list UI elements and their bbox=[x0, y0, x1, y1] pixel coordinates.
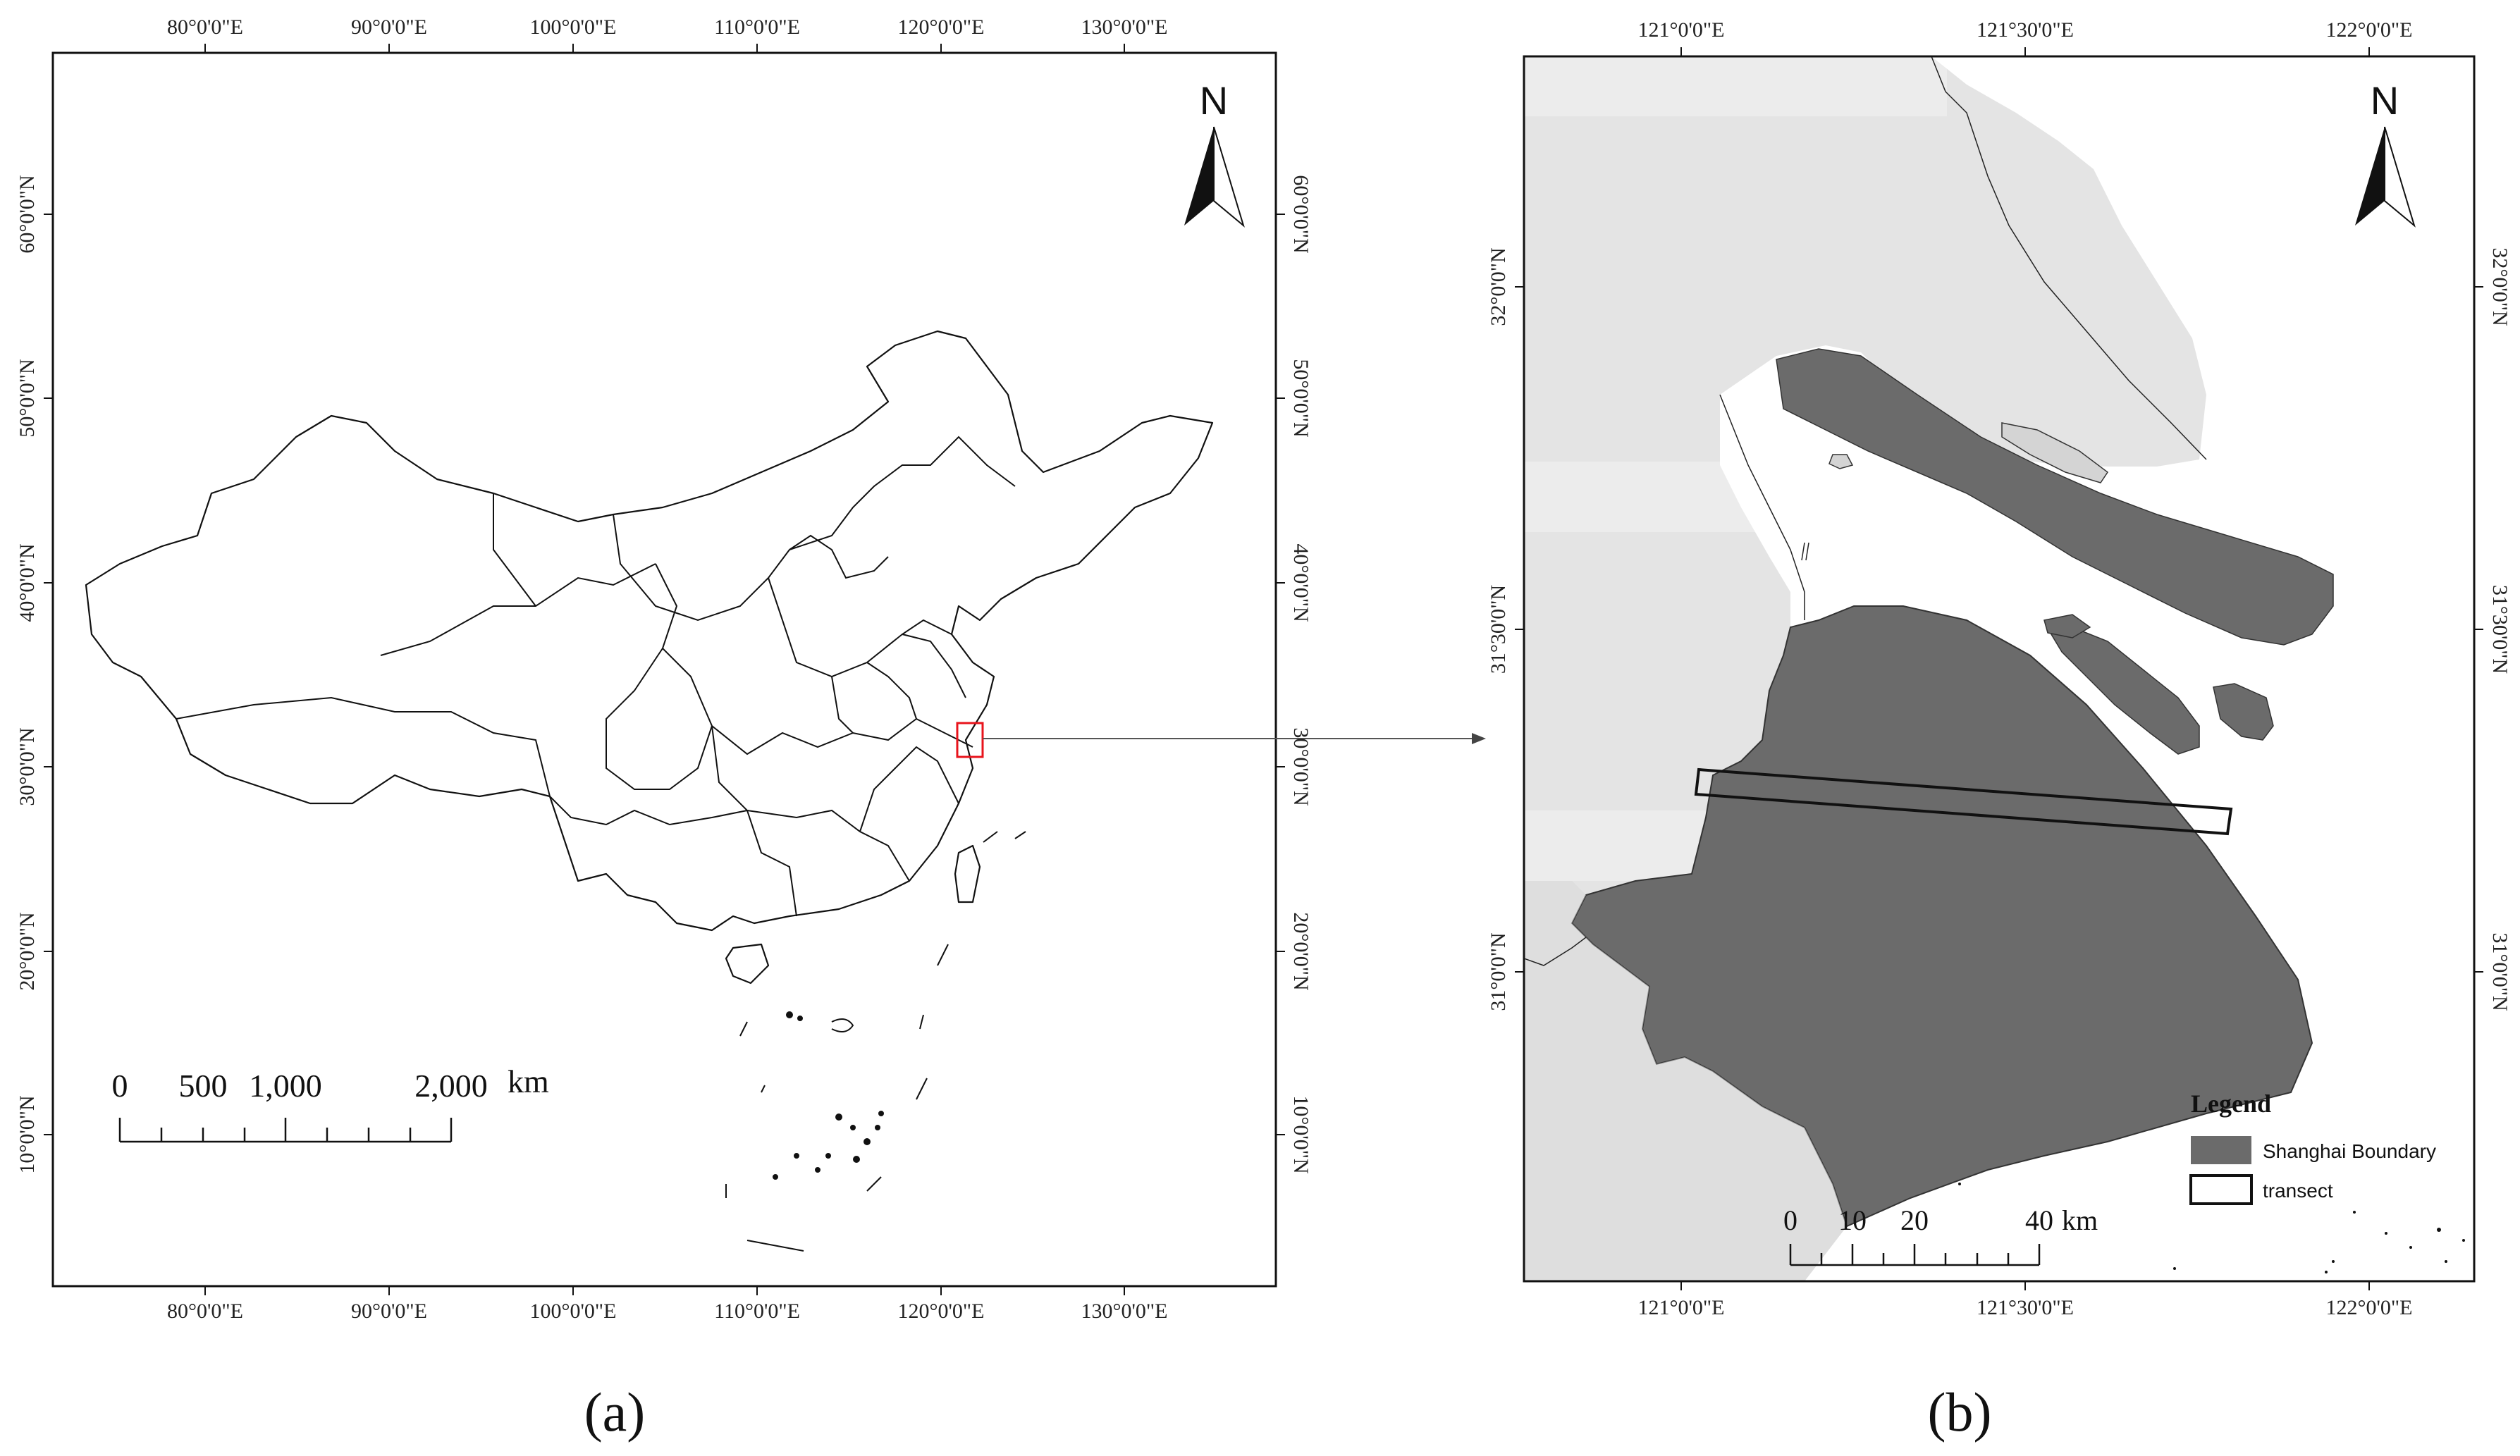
shoal-island-2 bbox=[1828, 454, 1854, 469]
lon-bottom-130e: 130°0'0"E bbox=[1081, 1300, 1168, 1323]
panel-b-frame-ticks bbox=[1515, 47, 2483, 1290]
north-label-a: N bbox=[1200, 78, 1228, 123]
scale-a-label-500: 500 bbox=[179, 1068, 228, 1104]
scale-bar-b: 0 10 20 40 km bbox=[1783, 1204, 2098, 1266]
panel-a-caption: (a) bbox=[584, 1381, 646, 1443]
lon-bottom-110e: 110°0'0"E bbox=[714, 1300, 800, 1323]
lat-right-31n: 31°0'0"N bbox=[2488, 932, 2512, 1011]
hengsha-island bbox=[2213, 683, 2274, 741]
lat-left-32n: 32°0'0"N bbox=[1487, 247, 1510, 326]
panel-b-lon-labels: 121°0'0"E 121°30'0"E 122°0'0"E 121°0'0"E… bbox=[1638, 18, 2413, 1319]
lon-top-110e: 110°0'0"E bbox=[714, 16, 800, 39]
study-area-highlight bbox=[956, 722, 984, 758]
scale-a-label-0: 0 bbox=[112, 1068, 128, 1104]
lat-left-40n: 40°0'0"N bbox=[16, 543, 39, 622]
coastline-details bbox=[1524, 56, 2207, 966]
lat-left-60n: 60°0'0"N bbox=[16, 175, 39, 253]
lat-left-10n: 10°0'0"N bbox=[16, 1095, 39, 1173]
panel-b-caption: (b) bbox=[1928, 1381, 1992, 1443]
shoal-island bbox=[2001, 422, 2109, 483]
taiwan-island bbox=[954, 844, 981, 903]
small-islet bbox=[2043, 614, 2091, 638]
scale-b-unit: km bbox=[2062, 1204, 2098, 1236]
lon-bottom-122e: 122°0'0"E bbox=[2326, 1296, 2413, 1319]
chongming-island bbox=[1776, 348, 2334, 646]
lon-top-122e: 122°0'0"E bbox=[2326, 18, 2413, 42]
lat-right-30n: 30°0'0"N bbox=[1289, 727, 1313, 806]
china-outline bbox=[85, 330, 1214, 932]
islets-lower-right bbox=[1958, 1183, 2465, 1273]
panel-a-lon-labels: 80°0'0"E 90°0'0"E 100°0'0"E 110°0'0"E 12… bbox=[167, 16, 1167, 1323]
lon-bottom-121-30e: 121°30'0"E bbox=[1977, 1296, 2074, 1319]
lon-top-121-30e: 121°30'0"E bbox=[1977, 18, 2074, 42]
lon-top-100e: 100°0'0"E bbox=[530, 16, 617, 39]
panel-b-map: N Legend Shanghai Boundary transect 0 10 bbox=[1487, 18, 2512, 1443]
scale-a-unit: km bbox=[508, 1063, 549, 1099]
lat-left-31n: 31°0'0"N bbox=[1487, 932, 1510, 1011]
scale-a-label-2000: 2,000 bbox=[414, 1068, 488, 1104]
scale-a-label-1000: 1,000 bbox=[249, 1068, 322, 1104]
lat-left-50n: 50°0'0"N bbox=[16, 359, 39, 437]
panel-a-lat-labels: 10°0'0"N 20°0'0"N 30°0'0"N 40°0'0"N 50°0… bbox=[16, 175, 1313, 1173]
legend-label-shanghai: Shanghai Boundary bbox=[2263, 1140, 2436, 1162]
lon-top-120e: 120°0'0"E bbox=[898, 16, 985, 39]
background-band-1 bbox=[1524, 56, 1947, 116]
lat-right-10n: 10°0'0"N bbox=[1289, 1095, 1313, 1173]
connector-arrowhead bbox=[1472, 733, 1486, 744]
lon-top-80e: 80°0'0"E bbox=[167, 16, 243, 39]
lon-bottom-120e: 120°0'0"E bbox=[898, 1300, 985, 1323]
scale-bar-a: 0 500 1,000 2,000 km bbox=[112, 1063, 549, 1143]
lon-top-90e: 90°0'0"E bbox=[351, 16, 427, 39]
province-boundaries bbox=[176, 436, 1016, 917]
lat-left-30n: 30°0'0"N bbox=[16, 727, 39, 806]
north-label-b: N bbox=[2371, 78, 2399, 123]
north-arrow-b: N bbox=[2355, 78, 2416, 228]
legend-title: Legend bbox=[2191, 1090, 2271, 1118]
legend-swatch-shanghai bbox=[2191, 1136, 2251, 1164]
scale-b-label-0: 0 bbox=[1783, 1204, 1797, 1236]
lat-right-32n: 32°0'0"N bbox=[2488, 247, 2512, 326]
lat-left-20n: 20°0'0"N bbox=[16, 912, 39, 990]
panel-a-map: N 0 500 1,000 2,000 km 80°0'0"E 90°0'0"E bbox=[16, 16, 1486, 1443]
lon-top-121e: 121°0'0"E bbox=[1638, 18, 1725, 42]
lon-bottom-121e: 121°0'0"E bbox=[1638, 1296, 1725, 1319]
scale-b-label-40: 40 bbox=[2025, 1204, 2053, 1236]
lon-bottom-100e: 100°0'0"E bbox=[530, 1300, 617, 1323]
jiangsu-land-lower bbox=[1524, 881, 1847, 1281]
panel-a-frame-ticks bbox=[44, 44, 1285, 1295]
scale-b-label-20: 20 bbox=[1900, 1204, 1929, 1236]
scale-b-label-10: 10 bbox=[1838, 1204, 1867, 1236]
lon-bottom-80e: 80°0'0"E bbox=[167, 1300, 243, 1323]
panel-b-frame bbox=[1523, 55, 2476, 1283]
lat-right-50n: 50°0'0"N bbox=[1289, 359, 1313, 437]
lat-right-60n: 60°0'0"N bbox=[1289, 175, 1313, 253]
lat-left-31-30n: 31°30'0"N bbox=[1487, 585, 1510, 674]
south-sea-islands bbox=[725, 831, 1026, 1252]
lat-right-40n: 40°0'0"N bbox=[1289, 543, 1313, 622]
lat-right-20n: 20°0'0"N bbox=[1289, 912, 1313, 990]
changxing-island bbox=[2050, 627, 2200, 755]
panel-b-lat-labels: 31°0'0"N 31°30'0"N 32°0'0"N 31°0'0"N 31°… bbox=[1487, 247, 2512, 1011]
legend: Legend Shanghai Boundary transect bbox=[2189, 1090, 2436, 1205]
lon-top-130e: 130°0'0"E bbox=[1081, 16, 1168, 39]
hainan-island bbox=[725, 943, 770, 985]
legend-label-transect: transect bbox=[2263, 1180, 2333, 1202]
transect-rectangle bbox=[1694, 767, 2233, 836]
lat-right-31-30n: 31°30'0"N bbox=[2488, 585, 2512, 674]
north-arrow-a: N bbox=[1184, 78, 1245, 228]
legend-swatch-transect bbox=[2189, 1174, 2253, 1205]
lon-bottom-90e: 90°0'0"E bbox=[351, 1300, 427, 1323]
